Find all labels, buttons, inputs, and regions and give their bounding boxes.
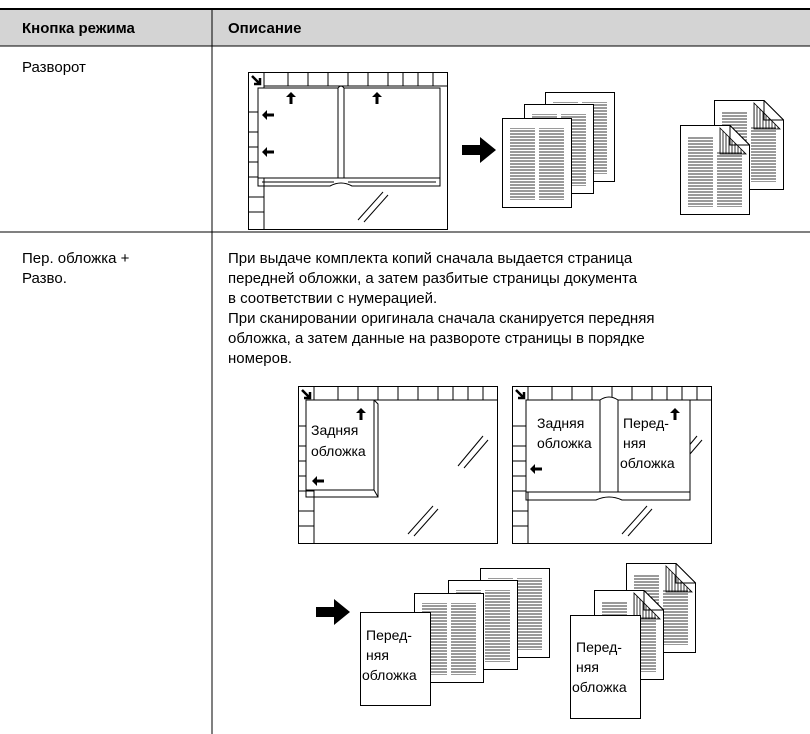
figure-label: обложка [537,435,592,451]
header-cell: Описание [228,20,301,37]
illustration [298,386,712,544]
mode-name: Разворот [22,59,86,76]
figure-label: Перед- [366,627,412,643]
figure-label: обложка [572,679,627,695]
header-bg [0,9,810,46]
mode-name: Разво. [22,270,67,287]
illustration [248,72,784,230]
illustration [316,564,696,719]
description: передней обложки, а затем разбитые стран… [228,270,638,287]
header-cell: Кнопка режима [22,20,136,37]
description: При сканировании оригинала сначала скани… [228,310,654,327]
figure-label: няя [366,647,389,663]
figure-label: Задняя [537,415,584,431]
figure-label: Перед- [623,415,669,431]
description: номеров. [228,350,292,367]
figure-label: няя [623,435,646,451]
figure-label: Задняя [311,422,358,438]
figure-label: обложка [311,443,366,459]
figure-label: Перед- [576,639,622,655]
description: обложка, а затем данные на развороте стр… [228,330,645,347]
description: При выдаче комплекта копий сначала выдае… [228,250,633,267]
mode-name: Пер. обложка + [22,250,130,267]
figure-label: обложка [362,667,417,683]
figure-label: няя [576,659,599,675]
figure-label: обложка [620,455,675,471]
description: в соответствии с нумерацией. [228,290,437,307]
